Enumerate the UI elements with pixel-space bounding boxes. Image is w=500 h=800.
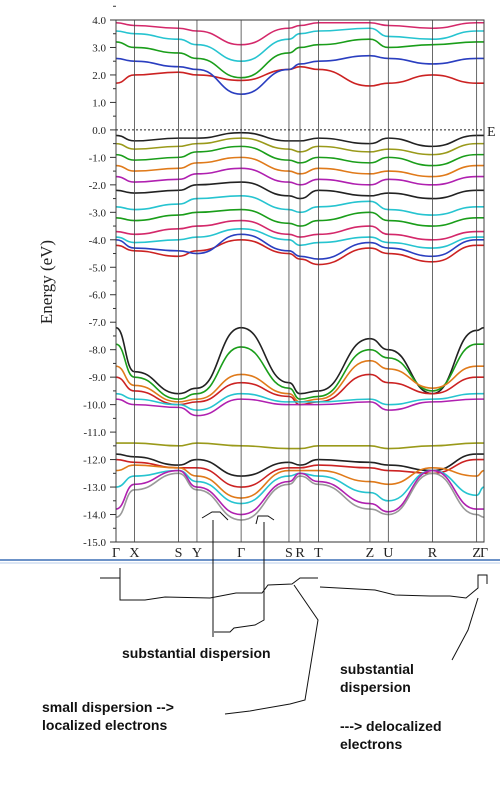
y-tick-label: -8.0: [89, 345, 107, 357]
sketch-line-to-right: [451, 597, 479, 661]
kpoint-label: Z: [472, 546, 481, 561]
kpoint-label: X: [129, 546, 139, 561]
kpoint-label: Γ: [480, 546, 488, 561]
sketch-line-to-small: [224, 584, 319, 715]
y-tick-label: 0.0: [92, 125, 106, 137]
y-tick-label: -4.0: [89, 235, 107, 247]
hand-drawn-annotation-lines: [0, 511, 500, 715]
y-tick-label: -13.0: [83, 482, 106, 494]
annotation-delocalized: ---> delocalized electrons: [340, 718, 442, 752]
sketch-bracket-right-end: [449, 574, 488, 599]
sketch-gamma-peak-2: [255, 515, 275, 525]
y-tick-label: 4.0: [92, 15, 106, 27]
y-tick-label: -9.0: [89, 372, 107, 384]
y-axis-label: Energy (eV): [37, 240, 56, 324]
y-tick-label: -12.0: [83, 455, 106, 467]
y-tick-label: 2.0: [92, 70, 106, 82]
kpoint-label: U: [383, 546, 393, 561]
kpoint-label: Γ: [237, 546, 245, 561]
y-tick-label: -6.0: [89, 290, 107, 302]
kpoint-label: S: [285, 546, 293, 561]
kpoint-label: R: [428, 546, 438, 561]
y-tick-label: -11.0: [83, 427, 106, 439]
y-tick-label: -1.0: [89, 152, 107, 164]
fermi-label: E: [487, 125, 496, 140]
kpoint-label: Y: [192, 546, 202, 561]
kpoint-label: Z: [366, 546, 375, 561]
annotation-small-dispersion: small dispersion --> localized electrons: [42, 699, 174, 733]
sketch-bracket-left: [100, 577, 211, 601]
sketch-bracket-mid: [209, 577, 318, 599]
kpoint-label: Γ: [112, 546, 120, 561]
sketch-gamma-peak: [201, 511, 229, 521]
kpoint-label: R: [295, 546, 305, 561]
y-tick-label: -15.0: [83, 537, 106, 549]
kpoint-label: S: [175, 546, 183, 561]
annotation-substantial-dispersion-right: substantial dispersion: [340, 661, 414, 695]
y-tick-label: -10.0: [83, 400, 106, 412]
sketch-bracket-right: [319, 586, 450, 597]
y-tick-label: -3.0: [89, 207, 107, 219]
annotation-substantial-dispersion-center: substantial dispersion: [122, 645, 271, 661]
y-tick-label: -5.0: [89, 262, 107, 274]
y-tick-label: 3.0: [92, 42, 106, 54]
y-tick-label: -2.0: [89, 180, 107, 192]
y-tick-label: -14.0: [83, 510, 106, 522]
sketch-drop-right: [214, 522, 265, 633]
y-tick-label: -7.0: [89, 317, 107, 329]
kpoint-label: T: [314, 546, 323, 561]
y-tick-label: 1.0: [92, 97, 106, 109]
